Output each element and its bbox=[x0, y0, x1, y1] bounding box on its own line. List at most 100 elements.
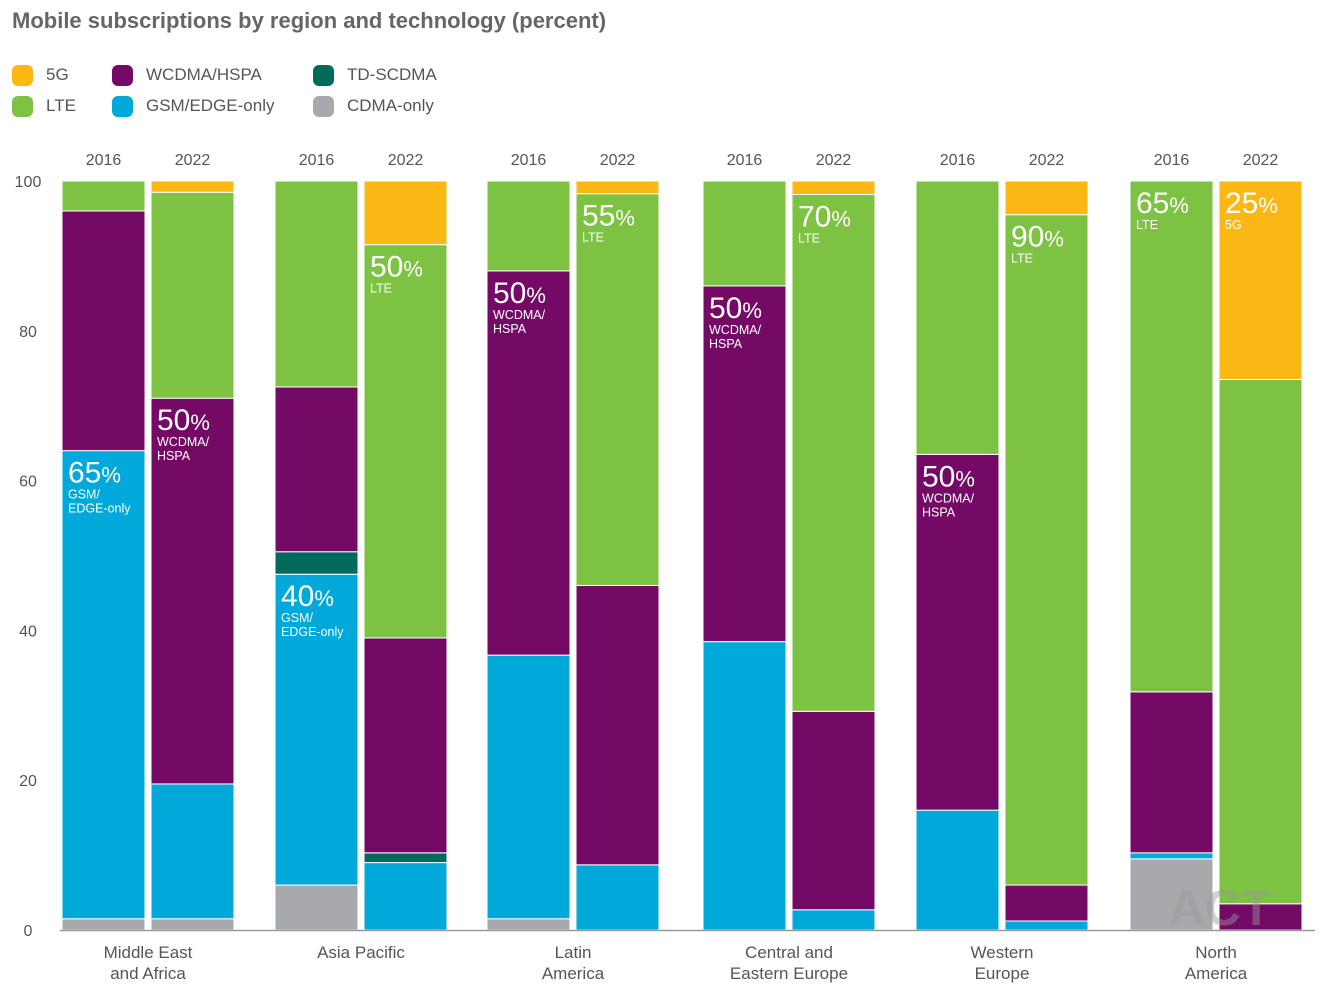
bar-segment bbox=[575, 180, 660, 195]
region-label: America bbox=[1185, 964, 1248, 983]
legend-swatch bbox=[12, 64, 33, 86]
bar-annotation-label: LTE bbox=[370, 282, 392, 296]
bar-annotation-label: EDGE-only bbox=[68, 502, 131, 516]
bar-segment bbox=[791, 193, 876, 712]
bar-year-label: 2016 bbox=[940, 152, 976, 169]
region-label: Eastern Europe bbox=[730, 964, 848, 983]
legend-label: LTE bbox=[46, 96, 76, 115]
legend-swatch bbox=[112, 64, 133, 86]
bar-segment bbox=[274, 386, 359, 553]
bar-segment bbox=[1004, 214, 1089, 886]
bar-segment bbox=[150, 783, 235, 920]
bar-segment bbox=[575, 584, 660, 866]
bar-segment bbox=[274, 884, 359, 931]
bar-segment bbox=[1218, 180, 1303, 380]
legend-item: 5G bbox=[12, 62, 69, 88]
bar-segment bbox=[150, 918, 235, 931]
legend-item: GSM/EDGE-only bbox=[112, 93, 274, 119]
legend-label: CDMA-only bbox=[347, 96, 434, 115]
legend-swatch bbox=[112, 95, 133, 117]
bar-annotation-label: WCDMA/ bbox=[709, 323, 762, 337]
y-tick-label: 100 bbox=[15, 174, 42, 191]
bar-segment bbox=[486, 918, 571, 931]
bar-annotation-label: GSM/ bbox=[281, 611, 313, 625]
bar-segment bbox=[363, 852, 448, 864]
bar-segment bbox=[1218, 903, 1303, 931]
region-label: Asia Pacific bbox=[317, 943, 405, 962]
bar-segment bbox=[61, 918, 146, 931]
bar-year-label: 2016 bbox=[86, 152, 122, 169]
bar-group: 2016 65%GSM/EDGE-only 2022 50%WCDMA/HSPA Mid… bbox=[61, 152, 235, 983]
region-label: and Africa bbox=[110, 964, 186, 983]
bar-annotation-value: 55% bbox=[582, 200, 635, 233]
legend-item: TD-SCDMA bbox=[313, 62, 437, 88]
bar-segment bbox=[915, 180, 1000, 455]
bar-annotation-value: 50% bbox=[370, 251, 423, 284]
bar-segment bbox=[1129, 691, 1214, 854]
bar-annotation-value: 70% bbox=[798, 200, 851, 233]
bar-annotation-label: HSPA bbox=[493, 322, 527, 336]
bar-segment bbox=[1129, 180, 1214, 693]
legend-label: 5G bbox=[46, 65, 69, 84]
bar-annotation-label: HSPA bbox=[709, 337, 743, 351]
bar-segment bbox=[791, 710, 876, 911]
bar-annotation-label: WCDMA/ bbox=[922, 491, 975, 505]
bar-segment bbox=[150, 180, 235, 193]
bar-segment bbox=[363, 180, 448, 246]
bar-year-label: 2022 bbox=[388, 152, 424, 169]
bar-annotation-label: GSM/ bbox=[68, 488, 100, 502]
bar-annotation-value: 50% bbox=[493, 277, 546, 310]
bar-segment bbox=[915, 809, 1000, 931]
bar-annotation-label: LTE bbox=[1136, 218, 1158, 232]
bar-segment bbox=[150, 397, 235, 785]
bar-year-label: 2016 bbox=[727, 152, 763, 169]
bar-annotation-label: WCDMA/ bbox=[157, 435, 210, 449]
bar-segment bbox=[575, 193, 660, 586]
bar-segment bbox=[61, 180, 146, 212]
bar-segment bbox=[702, 180, 787, 287]
bar-segment bbox=[61, 210, 146, 452]
bar-group: 2016 50%WCDMA/HSPA 2022 55%LTE Latin America bbox=[486, 152, 660, 983]
bar-year-label: 2022 bbox=[816, 152, 852, 169]
bar-segment bbox=[791, 180, 876, 195]
bar-segment bbox=[486, 654, 571, 920]
bar-segment bbox=[486, 270, 571, 656]
bar-group: 2016 40%GSM/EDGE-only 2022 50%LTE Asia Pacif… bbox=[274, 152, 448, 962]
bar-segment bbox=[1004, 920, 1089, 931]
bar-annotation-label: WCDMA/ bbox=[493, 308, 546, 322]
region-label: Europe bbox=[975, 964, 1030, 983]
bar-year-label: 2022 bbox=[1029, 152, 1065, 169]
bar-segment bbox=[702, 641, 787, 931]
chart-title: Mobile subscriptions by region and techn… bbox=[12, 8, 607, 33]
y-tick-label: 80 bbox=[19, 324, 37, 341]
region-label: Central and bbox=[745, 943, 833, 962]
legend: 5G LTE WCDMA/HSPA GSM/EDGE-only TD-SCDMA CDMA… bbox=[12, 62, 472, 122]
legend-label: WCDMA/HSPA bbox=[146, 65, 262, 84]
bar-annotation-label: LTE bbox=[582, 231, 604, 245]
bar-segment bbox=[274, 180, 359, 388]
bar-segment bbox=[363, 637, 448, 854]
legend-swatch bbox=[313, 64, 334, 86]
bar-annotation-value: 50% bbox=[709, 292, 762, 325]
legend-swatch bbox=[12, 95, 33, 117]
bar-annotation-label: LTE bbox=[798, 231, 820, 245]
legend-label: TD-SCDMA bbox=[347, 65, 437, 84]
bar-group: 2016 50%WCDMA/HSPA 2022 70%LTE Central and Ea… bbox=[702, 152, 876, 983]
bar-annotation-value: 25% bbox=[1225, 187, 1278, 220]
bar-segment bbox=[1218, 378, 1303, 905]
bar-segment bbox=[274, 551, 359, 575]
bar-segment bbox=[575, 864, 660, 931]
y-tick-label: 60 bbox=[19, 474, 37, 491]
bar-segment bbox=[915, 453, 1000, 811]
y-tick-label: 20 bbox=[19, 773, 37, 790]
region-label: North bbox=[1195, 943, 1237, 962]
bar-annotation-value: 65% bbox=[1136, 187, 1189, 220]
bar-year-label: 2016 bbox=[511, 152, 547, 169]
watermark-logo: ACT bbox=[1169, 880, 1272, 936]
stacked-bar-chart: 020406080100201665%GSM/EDGE-only202250%W… bbox=[15, 152, 1315, 983]
bar-segment bbox=[1004, 180, 1089, 216]
bar-annotation-label: 5G bbox=[1225, 218, 1242, 232]
bar-segment bbox=[363, 862, 448, 931]
bar-annotation-value: 50% bbox=[157, 404, 210, 437]
bar-annotation-label: LTE bbox=[1011, 252, 1033, 266]
